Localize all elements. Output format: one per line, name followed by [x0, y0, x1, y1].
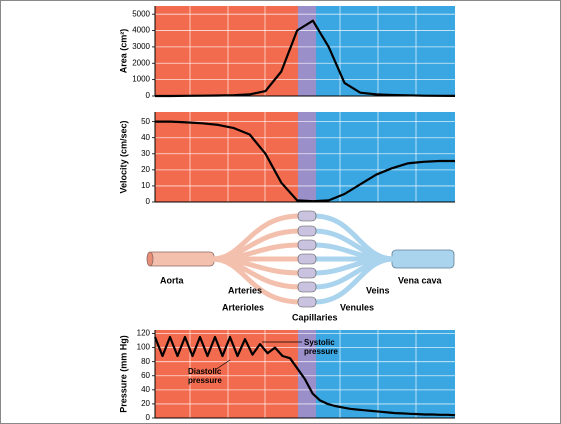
region-venous [316, 6, 455, 96]
y-tick-label: 120 [137, 329, 151, 338]
chart: Aorta Arteries Arterioles CapillariesVenule… [0, 0, 561, 424]
vessel-diagram: Aorta Arteries Arterioles CapillariesVenule… [147, 211, 454, 322]
vessel-label: Capillaries [292, 312, 338, 322]
y-tick-label: 50 [141, 117, 150, 126]
plot: 0 10 20 30 40 50 Velocity (cm/sec) [118, 112, 455, 206]
plot: 0 1000 2000 3000 4000 5000 Area (cm²) [118, 6, 455, 100]
y-axis-title: Area (cm²) [118, 29, 128, 74]
y-tick-label: 30 [141, 149, 150, 158]
vessel-label: Vena cava [398, 275, 443, 285]
y-tick-label: 5000 [132, 9, 150, 18]
y-axis-title: Pressure (mm Hg) [118, 335, 128, 413]
annotation: Diastolic pressure [188, 367, 238, 385]
y-tick-label: 1000 [132, 75, 150, 84]
region-venous [316, 112, 455, 202]
y-tick-label: 4000 [132, 26, 150, 35]
y-tick-label: 20 [141, 165, 150, 174]
vessel-label: Aorta [160, 275, 184, 285]
y-tick-label: 3000 [132, 42, 150, 51]
region-capillary [298, 6, 316, 96]
y-tick-label: 40 [141, 385, 150, 394]
y-tick-label: 40 [141, 133, 150, 142]
vessel-label: Arterioles [222, 302, 264, 312]
y-tick-label: 60 [141, 371, 150, 380]
plot: 0 20 40 60 80 100 120 Pressure (mm Hg) [118, 329, 455, 422]
y-tick-label: 0 [146, 197, 151, 206]
y-tick-label: 100 [137, 343, 151, 352]
y-axis-title: Velocity (cm/sec) [118, 120, 128, 193]
y-tick-label: 20 [141, 399, 150, 408]
y-tick-label: 80 [141, 357, 150, 366]
annotation: Systolic pressure [304, 338, 354, 356]
y-tick-label: 0 [146, 91, 151, 100]
region-arterial [155, 6, 298, 96]
y-tick-label: 0 [146, 413, 151, 422]
vessel-label: Arteries [228, 285, 262, 295]
vessel-label: Veins [366, 285, 390, 295]
y-tick-label: 10 [141, 181, 150, 190]
page: {"chart_data": [ {"type": "line", "ylabe… [0, 0, 561, 424]
y-tick-label: 2000 [132, 58, 150, 67]
region-capillary [298, 112, 316, 202]
vessel-label: Venules [340, 302, 374, 312]
